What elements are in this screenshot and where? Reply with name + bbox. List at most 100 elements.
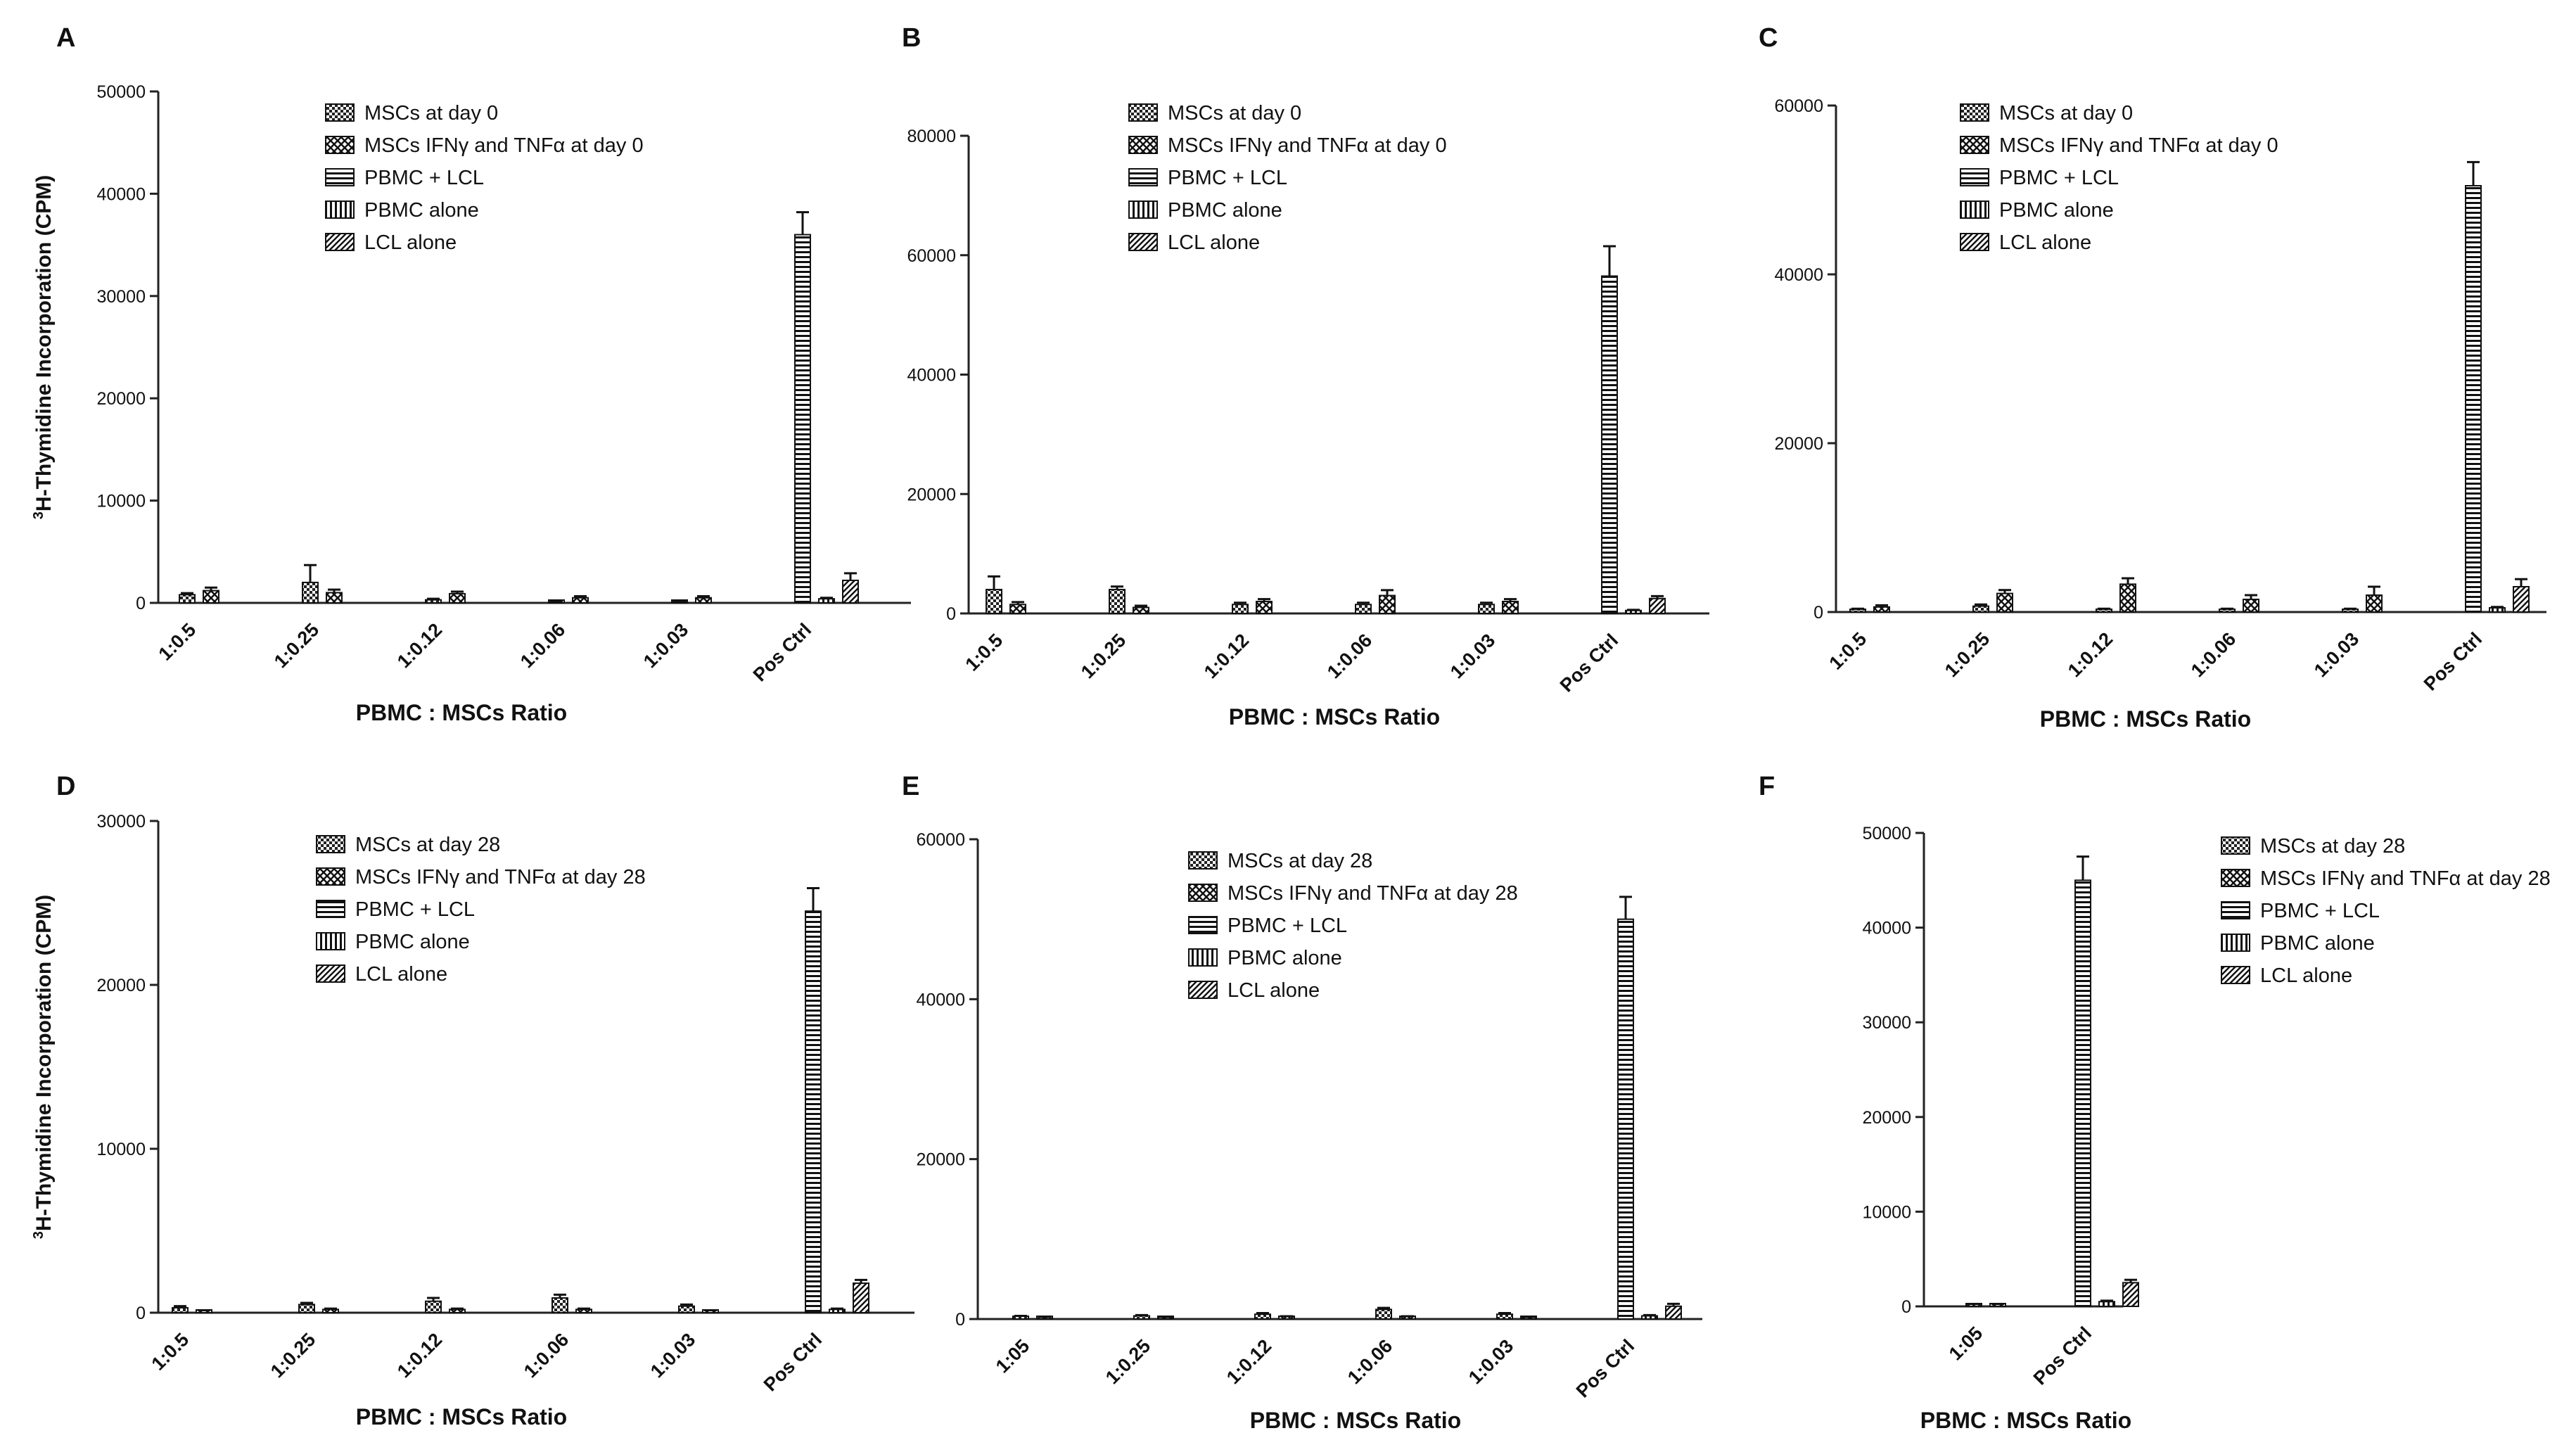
legend-label: PBMC alone [364, 199, 479, 222]
legend-swatch [1960, 103, 1989, 122]
bar-b-1-0 [1109, 589, 1126, 614]
bar-b-4-0 [1478, 604, 1495, 614]
legend-label: PBMC alone [1168, 199, 1282, 222]
bar-b-0-0 [986, 589, 1002, 614]
panel-letter: D [56, 772, 75, 801]
legend-label: MSCs IFNγ and TNFα at day 28 [355, 866, 646, 889]
panel-a: A 0 10000 20000 30000 40000 50000 3H-Thymidine … [31, 23, 911, 725]
x-tick-label: 1:0.03 [639, 619, 692, 672]
y-tick-label: 20000 [907, 485, 956, 504]
bar-d-0-0 [172, 1307, 189, 1314]
legend-label: PBMC + LCL [364, 167, 484, 189]
panel-letter: E [902, 772, 919, 801]
bar-e-5-3 [1641, 1315, 1658, 1320]
bar-c-5-3 [2489, 607, 2506, 613]
y-tick-label: 20000 [96, 389, 146, 409]
bar-e-1-0 [1133, 1315, 1150, 1320]
bar-a-0-0 [179, 594, 196, 604]
legend: MSCs at day 28 MSCs IFNγ and TNFα at day … [2221, 835, 2551, 987]
bar-d-5-3 [829, 1308, 846, 1313]
panel-d: D 0 10000 20000 30000 3H-Thymidine Incorporat… [31, 772, 914, 1429]
x-tick-label: 1:0.12 [2064, 628, 2117, 681]
bar-b-0-1 [1009, 604, 1026, 614]
bar-a-0-1 [203, 590, 219, 604]
bar-b-3-0 [1355, 604, 1372, 614]
x-tick-label: Pos Ctrl [1556, 630, 1622, 696]
legend-label: PBMC + LCL [1228, 915, 1347, 937]
legend-swatch [1188, 981, 1218, 999]
y-tick-label: 20000 [1862, 1108, 1911, 1128]
x-tick-label: 1:0.25 [1102, 1335, 1154, 1388]
y-tick-label: 60000 [907, 246, 956, 266]
legend: MSCs at day 28 MSCs IFNγ and TNFα at day … [1188, 850, 1518, 1002]
legend-label: MSCs IFNγ and TNFα at day 28 [1228, 882, 1518, 905]
y-tick-label: 0 [1901, 1297, 1911, 1317]
bar-d-5-2 [805, 910, 822, 1313]
y-tick-label: 60000 [916, 830, 965, 850]
legend-swatch [1128, 168, 1158, 186]
bar-c-1-1 [1996, 592, 2013, 613]
bar-a-1-0 [302, 581, 319, 604]
x-tick-label: 1:05 [992, 1335, 1033, 1377]
x-tick-label: 1:0.25 [270, 619, 323, 672]
legend-swatch [1188, 948, 1218, 967]
legend-label: PBMC alone [355, 931, 470, 953]
legend-label: MSCs IFNγ and TNFα at day 0 [364, 134, 644, 157]
x-tick-label: 1:0.06 [1344, 1335, 1396, 1388]
bar-f-1-3 [2098, 1301, 2115, 1308]
legend: MSCs at day 0 MSCs IFNγ and TNFα at day 0… [1128, 102, 1447, 254]
legend-swatch [1960, 200, 1989, 219]
legend-swatch [316, 900, 345, 918]
panel-letter: A [56, 23, 75, 53]
legend-label: LCL alone [364, 231, 457, 254]
legend-swatch [2221, 836, 2250, 855]
bar-b-2-1 [1256, 601, 1273, 615]
legend-swatch [316, 932, 345, 950]
panel-e: E 0 20000 40000 60000 PBMC : MSCs Ratio 1:05 1:… [902, 772, 1702, 1433]
legend-label: PBMC alone [1999, 199, 2114, 222]
bar-e-5-4 [1665, 1305, 1682, 1320]
legend-swatch [2221, 901, 2250, 919]
bar-d-1-1 [322, 1308, 339, 1313]
legend-label: LCL alone [2260, 964, 2352, 987]
x-axis-label: PBMC : MSCs Ratio [356, 700, 567, 725]
legend-label: LCL alone [1228, 979, 1320, 1002]
legend-label: MSCs at day 0 [1999, 102, 2133, 125]
legend-label: PBMC + LCL [1168, 167, 1287, 189]
legend: MSCs at day 0 MSCs IFNγ and TNFα at day 0… [1960, 102, 2278, 254]
y-tick-label: 50000 [1862, 824, 1911, 843]
bar-b-1-1 [1133, 606, 1149, 615]
x-tick-label: 1:0.5 [155, 619, 200, 665]
y-tick-label: 80000 [907, 127, 956, 146]
x-axis-label: PBMC : MSCs Ratio [1250, 1408, 1461, 1433]
legend-swatch [1188, 916, 1218, 934]
x-tick-label: 1:0.5 [148, 1329, 193, 1375]
y-tick-label: 40000 [907, 366, 956, 386]
bar-e-3-0 [1375, 1308, 1392, 1320]
panel-letter: F [1759, 772, 1775, 801]
legend-swatch [325, 103, 355, 122]
legend-swatch [1128, 136, 1158, 154]
legend-label: MSCs IFNγ and TNFα at day 0 [1168, 134, 1447, 157]
legend-label: PBMC alone [1228, 947, 1342, 969]
legend-label: PBMC + LCL [355, 898, 475, 921]
legend: MSCs at day 0 MSCs IFNγ and TNFα at day 0… [325, 102, 644, 254]
y-tick-label: 40000 [96, 184, 146, 204]
x-axis-label: PBMC : MSCs Ratio [1920, 1408, 2131, 1433]
legend-swatch [2221, 869, 2250, 887]
y-tick-label: 10000 [96, 1140, 146, 1159]
legend-label: LCL alone [355, 963, 447, 986]
legend-swatch [1128, 233, 1158, 251]
legend: MSCs at day 28 MSCs IFNγ and TNFα at day … [316, 834, 646, 986]
x-tick-label: 1:0.03 [646, 1329, 699, 1382]
y-tick-label: 30000 [96, 287, 146, 307]
bar-c-5-2 [2465, 185, 2482, 613]
y-tick-label: 20000 [96, 976, 146, 995]
legend-swatch [325, 200, 355, 219]
bar-c-4-1 [2366, 594, 2383, 613]
legend-swatch [2221, 966, 2250, 984]
bar-b-5-2 [1601, 275, 1618, 614]
panel-letter: B [902, 23, 921, 53]
legend-swatch [325, 136, 355, 154]
